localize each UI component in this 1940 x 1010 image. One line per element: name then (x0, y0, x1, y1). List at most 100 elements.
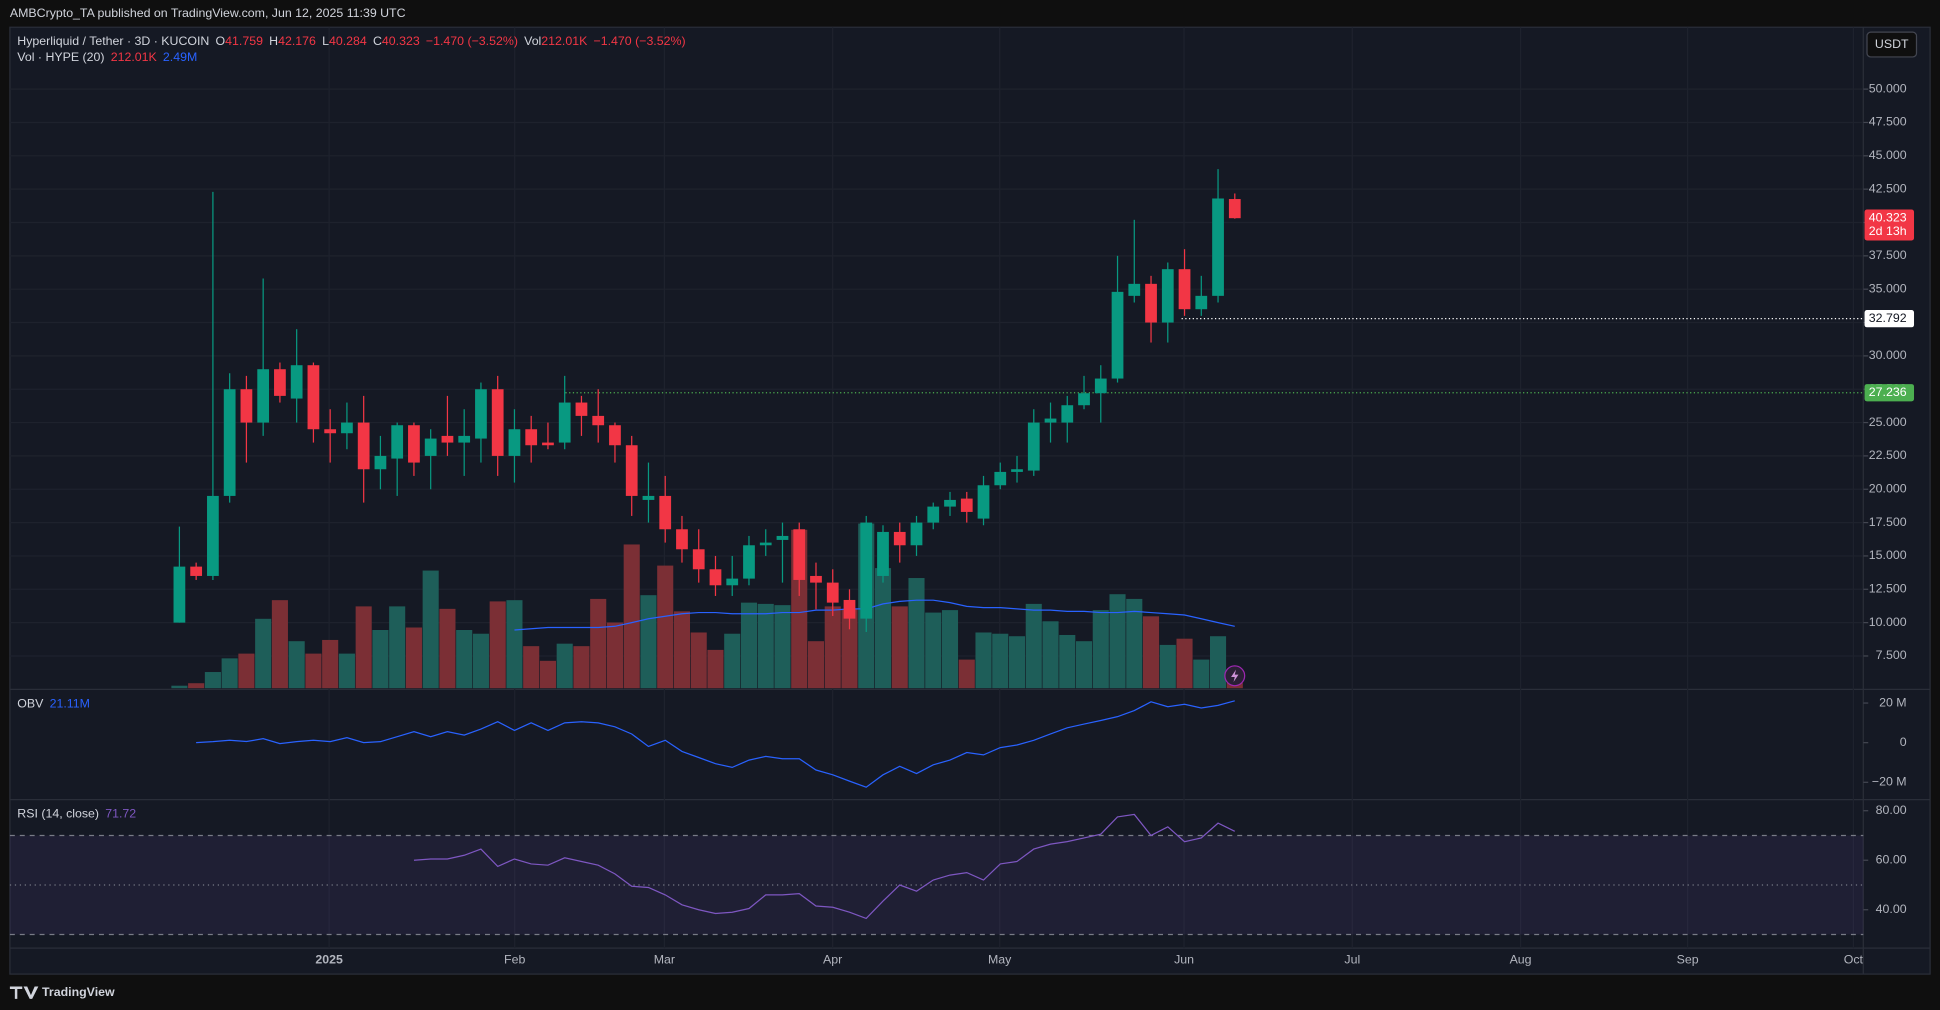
volume-bar (305, 653, 322, 689)
volume-bar (573, 646, 590, 689)
volume-bar (1075, 641, 1093, 689)
candle-body (709, 569, 722, 586)
legend-volume: Vol · HYPE (20) 212.01K 2.49M (17, 50, 197, 64)
lightning (1231, 669, 1239, 682)
legend-rsi: RSI (14, close) 71.72 (17, 807, 136, 821)
c-value: 40.323 (382, 34, 420, 48)
x-tick-label: Jun (1174, 953, 1194, 967)
rsi-last: 71.72 (105, 807, 136, 821)
candle-body (1178, 269, 1191, 310)
volume-bar (539, 660, 556, 689)
volume-last: 212.01K (111, 50, 158, 64)
y-tick-label: 45.000 (1869, 148, 1907, 162)
volume-bar (925, 612, 942, 689)
candle-body (1228, 199, 1241, 219)
x-tick-label: Jul (1344, 953, 1360, 967)
volume-bar (941, 610, 959, 689)
y-tick-label: 20.000 (1869, 482, 1907, 496)
candle-body (558, 402, 571, 443)
volume-bar (1092, 610, 1109, 689)
candle-body (1078, 393, 1090, 406)
currency-label[interactable]: USDT (1875, 37, 1909, 51)
volume-bar (389, 606, 406, 689)
candle-body (994, 471, 1007, 486)
currency-button[interactable] (1866, 31, 1918, 58)
vol-letter: Vol (524, 34, 541, 48)
obv-tick-label: 0 (1900, 735, 1907, 749)
volume-bar (506, 600, 523, 689)
candle-body (324, 429, 337, 434)
rsi-line (413, 813, 1236, 920)
y-tick-label: 30.000 (1869, 348, 1907, 362)
candle-body (843, 599, 856, 619)
y-tick-label: 42.500 (1869, 181, 1907, 195)
candle-body (190, 566, 203, 576)
volume-bar (188, 683, 205, 689)
candle-body (676, 529, 688, 550)
candle-body (207, 495, 219, 576)
candle-body (1161, 269, 1174, 323)
y-tick-label: 35.000 (1869, 281, 1907, 295)
candle-body (1111, 291, 1124, 379)
candle-body (759, 542, 772, 546)
obv-line (196, 700, 1235, 788)
volume-bar (288, 641, 305, 689)
candle-body (491, 389, 504, 456)
volume-bar (724, 633, 741, 689)
h-value: 42.176 (278, 34, 316, 48)
change: −1.470 (−3.52%) (426, 34, 518, 48)
y-tick-label: 17.500 (1869, 515, 1907, 529)
candle-body (826, 582, 839, 603)
candle-body (592, 415, 605, 426)
marks: 7.500 10.000 12.500 15.000 17.500 20.000 22.50… (9, 27, 1915, 967)
l-letter: L (322, 34, 329, 48)
volume-bar (171, 685, 188, 689)
c-letter: C (373, 34, 382, 48)
candle-body (609, 425, 621, 446)
volume-bar (623, 544, 640, 689)
obv-tick-label: 20 M (1879, 695, 1906, 709)
volume-ma-line (514, 599, 1235, 631)
volume-bar (657, 565, 674, 689)
volume-bar (740, 602, 758, 689)
volume-bar (1025, 603, 1042, 689)
volume-bar (556, 643, 573, 689)
candle-body (374, 455, 387, 470)
y-tick-label: 37.500 (1869, 248, 1907, 262)
volume-bar (992, 633, 1009, 689)
candle-body (290, 365, 303, 399)
vol-value: 212.01K (541, 34, 588, 48)
volume-bar (271, 600, 288, 689)
volume-bar (975, 632, 992, 689)
y-tick-label: 7.500 (1876, 648, 1907, 662)
x-tick-label: Oct (1844, 953, 1864, 967)
volume-bar (1159, 644, 1176, 689)
volume-bar (690, 632, 707, 689)
candle-body (1195, 295, 1208, 310)
candle-body (458, 435, 471, 443)
y-tick-label: 12.500 (1869, 582, 1907, 596)
obv-tick-label: −20 M (1872, 775, 1907, 789)
y-tick-label: 22.500 (1869, 448, 1907, 462)
candle-body (575, 402, 588, 416)
x-tick-label: Aug (1510, 953, 1532, 967)
last-price-label: 40.323 (1869, 210, 1907, 224)
volume-bar (204, 672, 221, 689)
candle-body (357, 422, 370, 470)
volume-bar (489, 601, 506, 689)
x-tick-label: Apr (823, 953, 842, 967)
volume-bar (439, 608, 456, 689)
l-value: 40.284 (329, 34, 367, 48)
candle-body (441, 435, 454, 443)
volume-bar (255, 618, 272, 689)
last-price-tag (1864, 209, 1915, 241)
candle-body (860, 522, 873, 619)
candle-body (341, 422, 353, 434)
candle-body (743, 545, 755, 579)
o-value: 41.759 (225, 34, 263, 48)
o-letter: O (216, 34, 226, 48)
rsi-tick-label: 80.00 (1876, 803, 1907, 817)
volume-bar (590, 598, 607, 689)
candle-body (910, 522, 923, 546)
